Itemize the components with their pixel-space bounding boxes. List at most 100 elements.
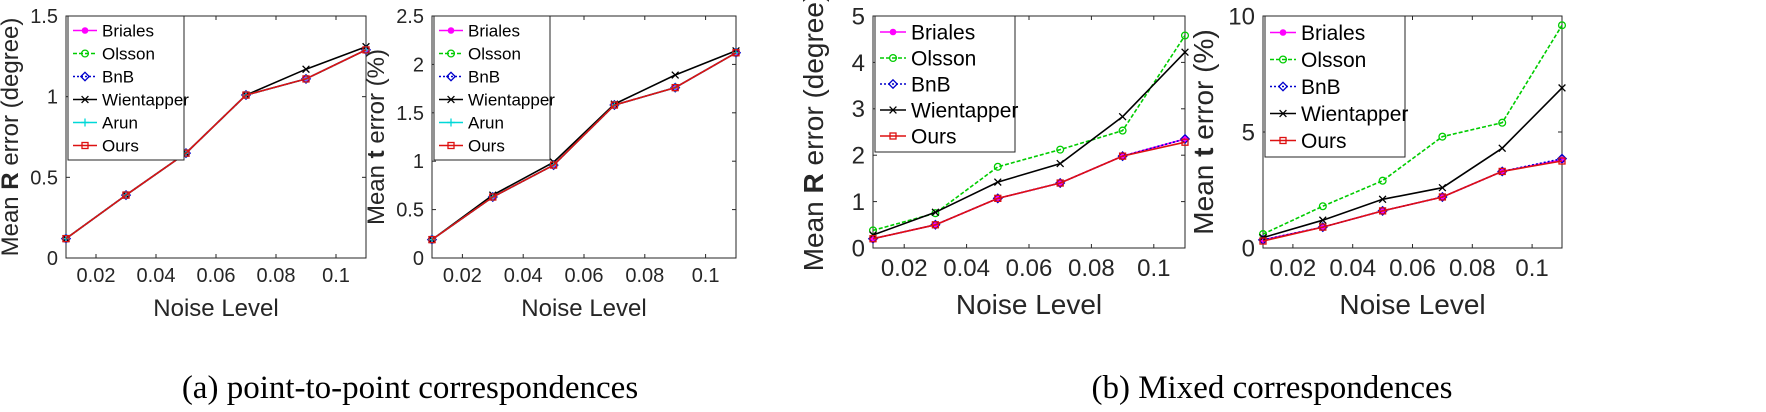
- y-axis-label: Mean t error (%): [1188, 29, 1219, 234]
- y-tick-label: 1: [47, 87, 58, 109]
- y-axis-label-part: error (%): [363, 49, 390, 150]
- data-point-ours: [1558, 157, 1566, 165]
- data-point-ours: [1056, 179, 1064, 187]
- x-tick-label: 0.06: [565, 265, 604, 287]
- data-point-ours: [994, 194, 1002, 203]
- y-tick-label: 0.5: [396, 200, 424, 222]
- y-axis-label-variable: t: [363, 150, 390, 158]
- chart-panel-2: 0 0.5 1 1.5 2 2.5 0.02 0.04 0.06 0.08 0.1 Noise Lev…: [363, 6, 742, 322]
- y-axis-label: Mean R error (degree): [798, 0, 829, 271]
- data-point-olsson: [1318, 202, 1327, 211]
- data-point-olsson: [1180, 31, 1190, 40]
- data-point-ours: [428, 235, 436, 244]
- y-axis-label-part: Mean: [0, 190, 24, 257]
- legend-label-briales: Briales: [911, 22, 975, 45]
- y-axis-label-variable: t: [1188, 148, 1219, 157]
- data-point-ours: [1181, 138, 1189, 146]
- y-tick-label: 4: [852, 50, 865, 77]
- y-axis-label: Mean t error (%): [363, 49, 390, 225]
- y-tick-label: 1.5: [396, 103, 424, 125]
- caption-a: (a) point-to-point correspondences: [182, 370, 638, 406]
- legend-marker-briales: [1279, 29, 1287, 36]
- data-point-wientapper: [302, 65, 310, 74]
- y-tick-label: 0.5: [30, 167, 58, 189]
- data-point-ours: [1498, 167, 1506, 176]
- x-tick-label: 0.08: [257, 265, 296, 287]
- legend-marker-ours: [447, 141, 455, 150]
- y-tick-label: 3: [852, 96, 865, 123]
- caption-b: (b) Mixed correspondences: [1091, 370, 1452, 406]
- data-point-wientapper: [1318, 216, 1327, 225]
- data-point-ours: [931, 221, 940, 229]
- y-tick-label: 0: [413, 248, 424, 270]
- y-tick-label: 0: [1242, 235, 1255, 262]
- data-point-olsson: [1557, 21, 1567, 30]
- x-tick-label: 0.02: [881, 255, 928, 282]
- y-tick-label: 0: [47, 248, 58, 270]
- x-tick-label: 0.02: [77, 265, 116, 287]
- data-point-olsson: [1498, 118, 1507, 127]
- x-axis-label: Noise Level: [956, 289, 1102, 320]
- legend-marker-olsson: [1278, 55, 1288, 64]
- legend-label-arun: Arun: [102, 114, 138, 133]
- legend-box: [874, 15, 1016, 153]
- x-tick-label: 0.06: [197, 265, 236, 287]
- x-tick-label: 0.08: [1068, 255, 1115, 282]
- y-tick-label: 10: [1228, 3, 1255, 30]
- legend-label-arun: Arun: [468, 114, 504, 133]
- legend-marker-ours: [889, 132, 897, 140]
- legend-label-wientapper: Wientapper: [468, 91, 555, 110]
- legend-marker-olsson: [446, 49, 456, 58]
- x-tick-label: 0.02: [443, 265, 482, 287]
- y-tick-label: 2: [852, 143, 865, 170]
- data-point-ours: [62, 234, 70, 243]
- x-tick-label: 0.04: [504, 265, 543, 287]
- panels: 0 0.5 1 1.5 0.02 0.04 0.06 0.08 0.1 Noise Level Me…: [0, 0, 1568, 322]
- x-tick-label: 0.1: [1137, 255, 1170, 282]
- legend-label-olsson: Olsson: [468, 45, 521, 64]
- data-point-wientapper: [1118, 112, 1127, 121]
- legend-label-ours: Ours: [102, 137, 139, 156]
- legend-label-wientapper: Wientapper: [102, 91, 189, 110]
- legend-label-ours: Ours: [468, 137, 505, 156]
- y-tick-label: 2.5: [396, 6, 424, 28]
- series-line-ours: [65, 49, 367, 240]
- series-line-ours: [431, 52, 737, 241]
- x-tick-label: 0.06: [1006, 255, 1053, 282]
- y-tick-label: 1: [852, 189, 865, 216]
- data-point-olsson: [1118, 126, 1127, 135]
- x-axis-label: Noise Level: [153, 295, 278, 322]
- y-axis-label-part: error (degree): [0, 18, 24, 173]
- y-tick-label: 2: [413, 54, 424, 76]
- y-tick-label: 1: [413, 151, 424, 173]
- legend-marker-ours: [81, 141, 89, 150]
- legend-marker-arun: [81, 118, 89, 127]
- data-point-ours: [1259, 237, 1267, 245]
- y-axis-label-part: Mean: [1188, 157, 1219, 235]
- legend-marker-wientapper: [889, 106, 897, 114]
- data-point-olsson: [1438, 132, 1447, 141]
- legend-label-bnb: BnB: [468, 68, 500, 87]
- x-tick-label: 0.08: [1449, 255, 1496, 282]
- legend-label-wientapper: Wientapper: [1301, 103, 1408, 126]
- legend-label-briales: Briales: [102, 22, 154, 41]
- x-tick-label: 0.02: [1270, 255, 1317, 282]
- series-line-olsson: [1262, 24, 1563, 235]
- data-point-wientapper: [993, 178, 1002, 186]
- data-point-ours: [362, 46, 370, 54]
- y-axis-label-part: Mean: [798, 193, 829, 271]
- series-line-wientapper: [1262, 87, 1563, 239]
- legend-label-olsson: Olsson: [102, 45, 155, 64]
- data-point-wientapper: [1378, 195, 1387, 204]
- legend-box: [67, 15, 185, 161]
- legend-marker-wientapper: [1279, 109, 1287, 118]
- legend-marker-briales: [81, 27, 89, 34]
- data-point-ours: [671, 83, 679, 92]
- series-line-ours: [1262, 160, 1563, 242]
- legend-label-briales: Briales: [1301, 22, 1365, 45]
- data-point-olsson: [1378, 176, 1387, 185]
- legend-label-bnb: BnB: [102, 68, 134, 87]
- data-point-olsson: [993, 162, 1002, 171]
- legend-marker-bnb: [79, 71, 91, 82]
- legend-label-ours: Ours: [1301, 130, 1347, 153]
